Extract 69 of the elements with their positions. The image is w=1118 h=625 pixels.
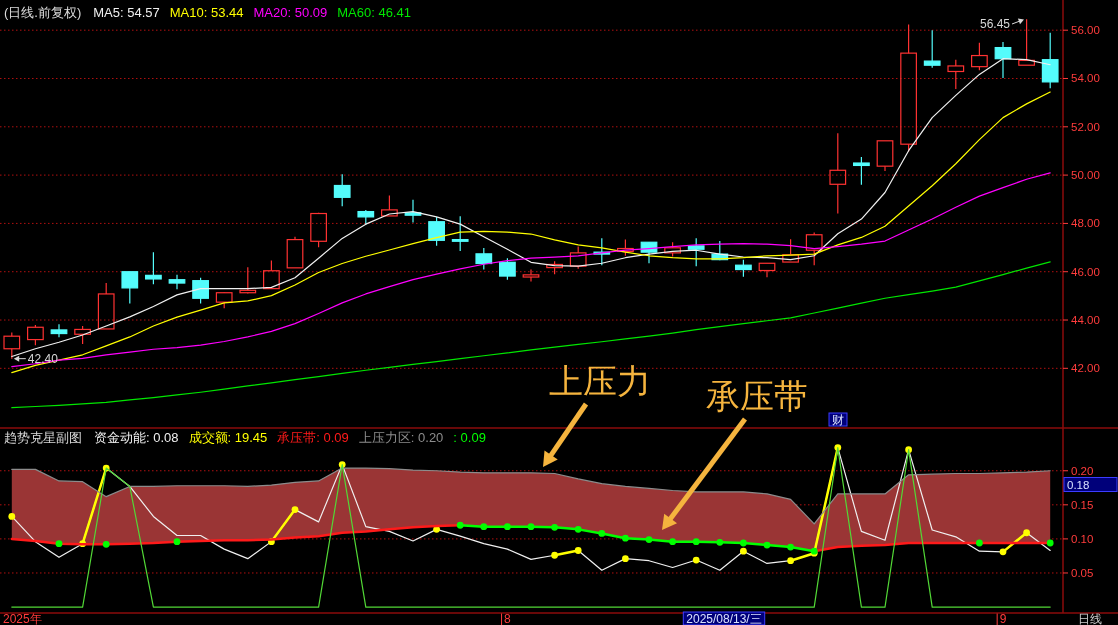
annotation: 承压带 xyxy=(662,377,808,530)
point xyxy=(622,555,629,563)
point xyxy=(291,506,299,513)
y-tick-label: 0.10 xyxy=(1071,532,1094,545)
text: MA20: 50.09 xyxy=(253,4,328,20)
point xyxy=(102,540,110,548)
x-tick-label: 9 xyxy=(999,612,1007,625)
annotation: 2025/08/13/三 xyxy=(682,611,766,625)
point xyxy=(976,539,983,547)
point xyxy=(8,513,16,520)
annotation: 42.40 xyxy=(13,351,58,366)
y-tick-label: 48.00 xyxy=(1071,217,1100,230)
point xyxy=(763,541,771,549)
y-tick-label: 0.20 xyxy=(1071,464,1094,477)
annotation: 财 xyxy=(828,412,848,427)
point xyxy=(740,539,747,547)
point xyxy=(504,523,511,531)
point xyxy=(692,538,700,546)
point xyxy=(456,521,464,529)
point xyxy=(574,525,582,533)
y-tick-label: 56.00 xyxy=(1071,24,1100,37)
annotation: 2025年 xyxy=(3,611,42,625)
y-tick-label: 54.00 xyxy=(1071,72,1100,85)
annotation: 财 xyxy=(832,412,844,427)
point xyxy=(645,536,653,543)
point xyxy=(787,543,794,551)
point xyxy=(173,538,181,546)
point xyxy=(551,551,558,559)
text: 成交额: 19.45 xyxy=(188,429,268,445)
point xyxy=(598,530,606,537)
text: 资金动能: 0.08 xyxy=(94,429,179,445)
point xyxy=(55,540,63,548)
text: MA5: 54.57 xyxy=(93,4,160,20)
y-tick-label: 0.05 xyxy=(1071,566,1094,579)
point xyxy=(551,523,558,531)
point xyxy=(740,547,747,555)
chart-title: (日线.前复权) xyxy=(4,4,82,20)
point xyxy=(669,538,676,546)
y-tick-label: 42.00 xyxy=(1071,362,1100,375)
text: MA60: 46.41 xyxy=(337,4,411,20)
y-tick-label: 0.15 xyxy=(1071,498,1094,511)
point xyxy=(480,523,488,531)
y-tick-label: 50.00 xyxy=(1071,169,1100,182)
point xyxy=(1023,529,1030,537)
annotation: 56.45 xyxy=(979,17,1024,31)
text: 承压带: 0.09 xyxy=(277,429,349,445)
chart-title: 趋势克星副图 xyxy=(4,429,82,445)
text: : 0.09 xyxy=(453,429,486,445)
point xyxy=(574,547,582,554)
point xyxy=(1046,539,1054,547)
point xyxy=(692,556,700,564)
annotation: 上压力 xyxy=(549,362,651,400)
annotation: 42.40 xyxy=(27,351,59,366)
point xyxy=(527,523,535,531)
y-tick-label: 46.00 xyxy=(1071,265,1100,278)
text: MA10: 53.44 xyxy=(169,4,244,20)
point xyxy=(787,557,794,565)
annotation: 56.45 xyxy=(979,17,1011,31)
text: 日线 xyxy=(1078,611,1102,625)
point xyxy=(999,548,1007,556)
y-tick-label: 52.00 xyxy=(1071,120,1100,133)
point xyxy=(622,534,629,542)
y-tick-label: 44.00 xyxy=(1071,314,1100,327)
x-tick-label: 8 xyxy=(504,612,512,625)
annotation: 承压带 xyxy=(706,377,808,415)
annotation: 0.18 xyxy=(1063,477,1118,492)
series-label: 上压力区: 0.20 xyxy=(358,429,444,445)
annotation: 上压力 xyxy=(543,362,651,467)
point xyxy=(716,538,724,546)
